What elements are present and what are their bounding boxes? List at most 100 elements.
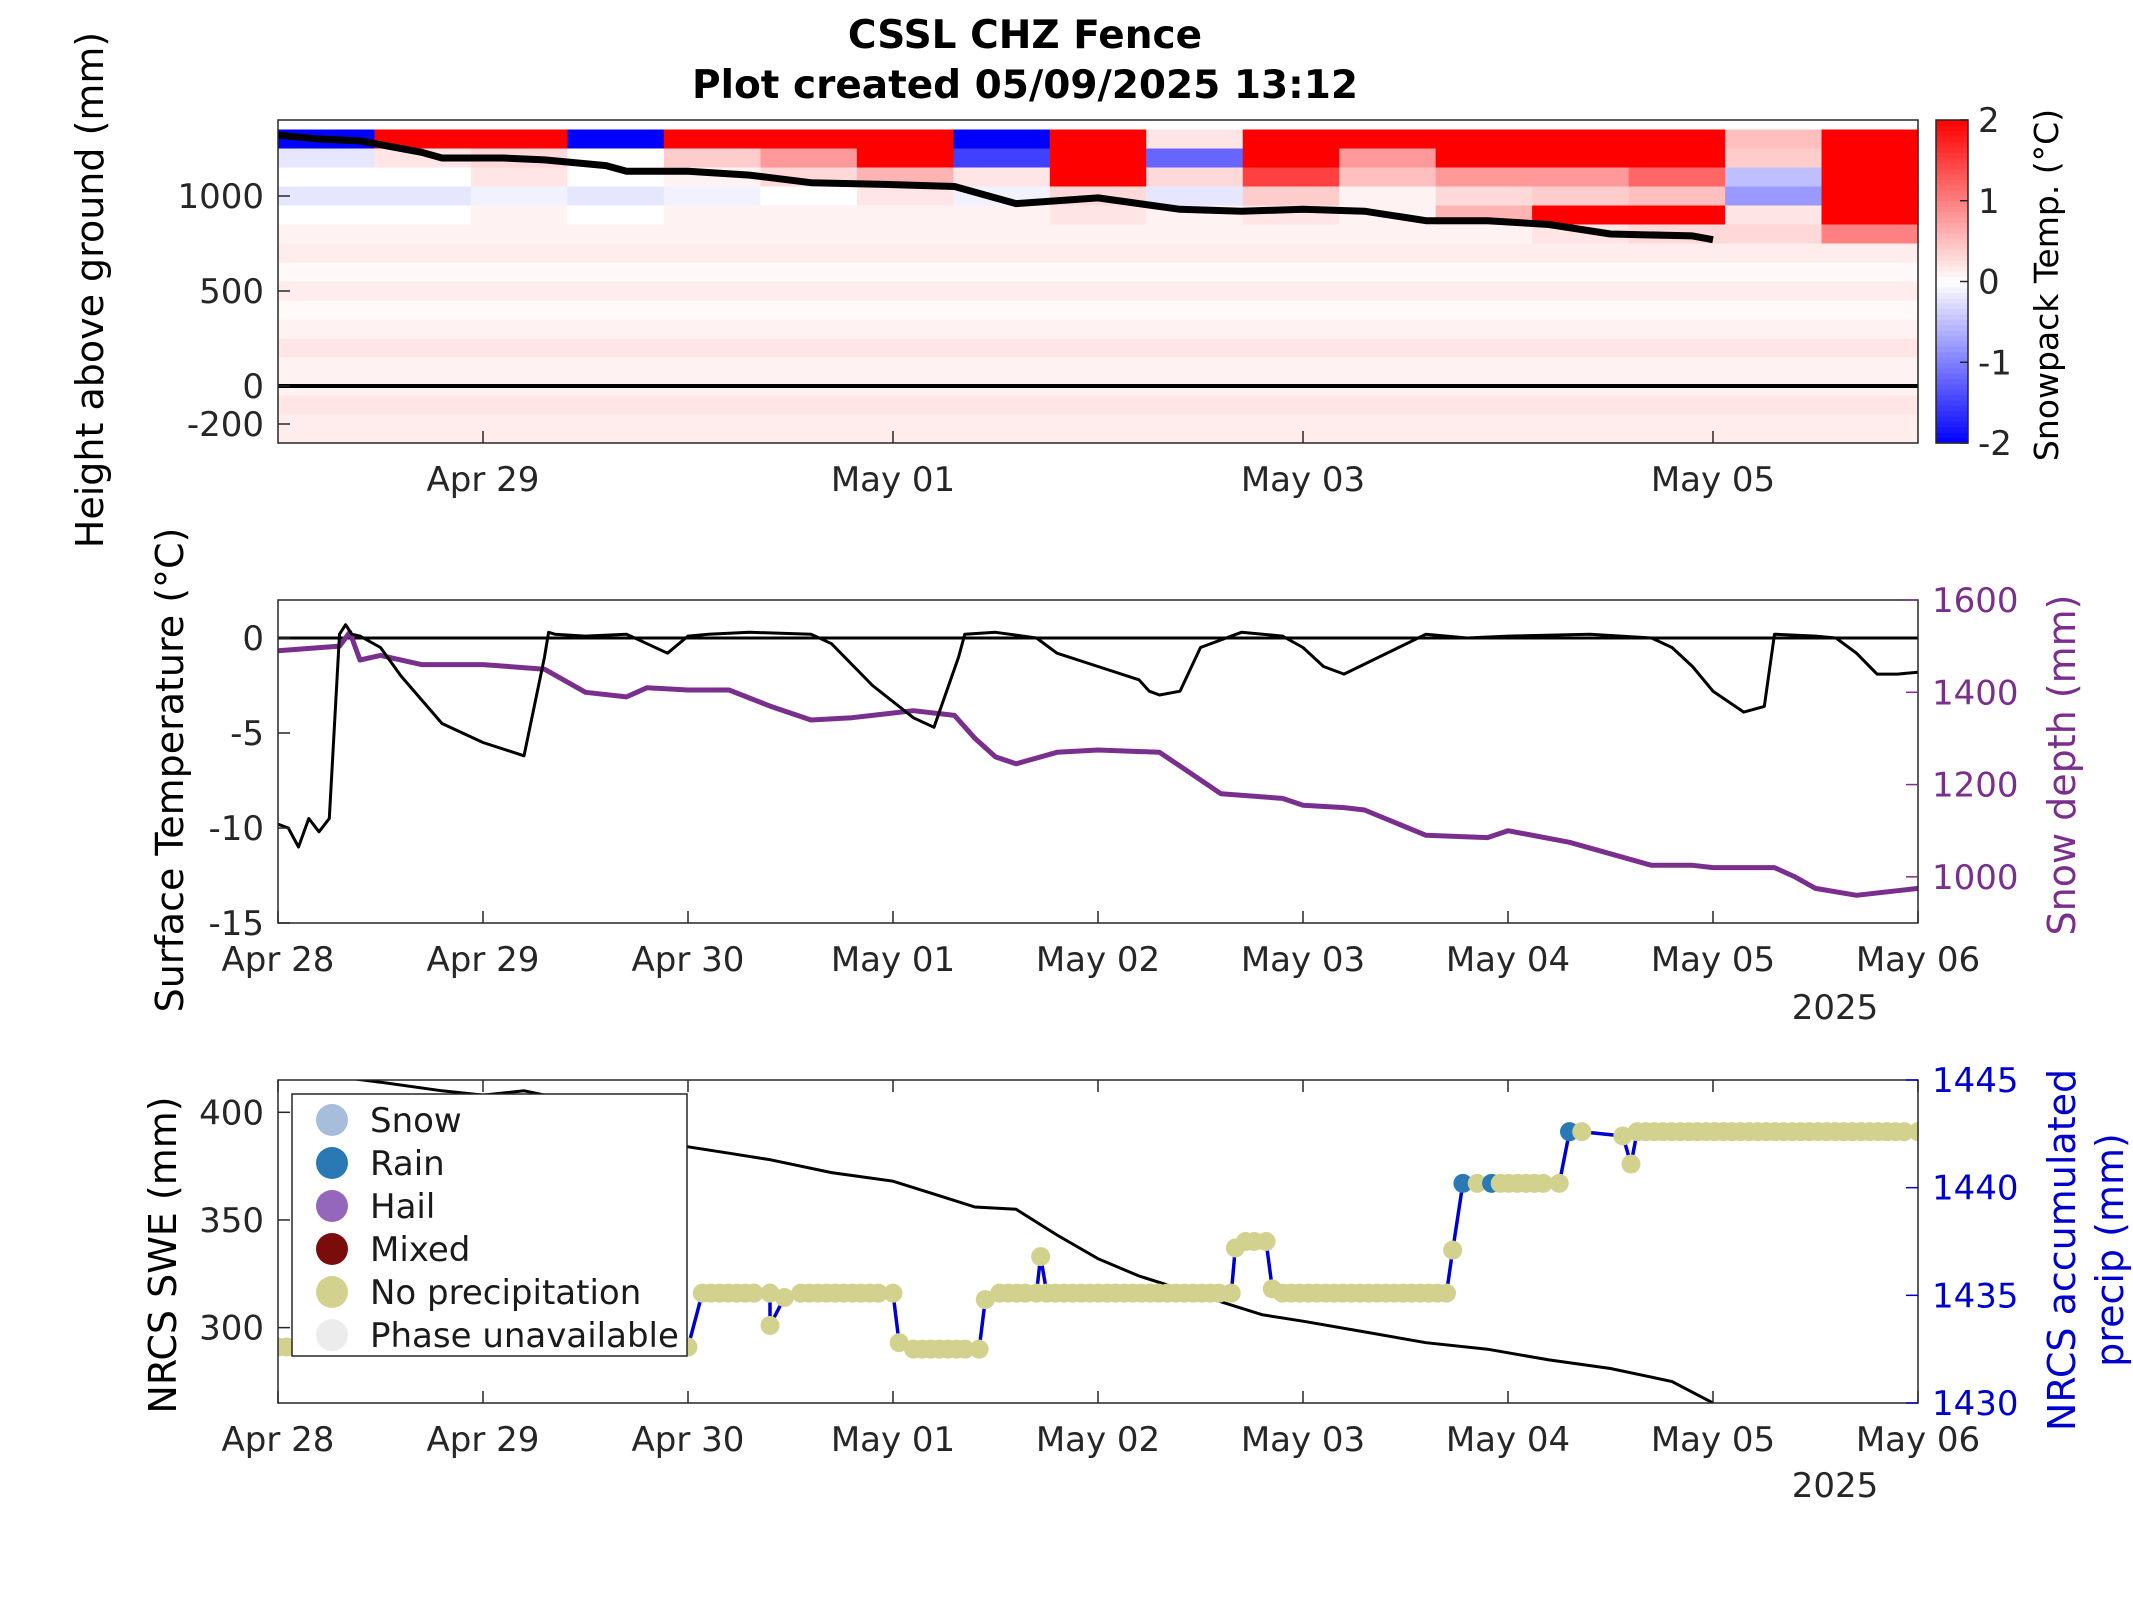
heatmap-cell [1725, 300, 1823, 321]
precip-marker [1221, 1283, 1241, 1303]
heatmap-cell [1628, 395, 1726, 416]
heatmap-cell [278, 148, 376, 169]
heatmap-cell [470, 262, 568, 283]
colorbar: -2 -1 0 1 2 [1935, 101, 2012, 464]
colorbar-segment [1936, 238, 1968, 245]
heatmap-cell [760, 243, 858, 264]
heatmap-cell [1532, 300, 1630, 321]
heatmap-cell [663, 224, 761, 245]
y-tick-label: 500 [199, 272, 264, 312]
heatmap-cell [953, 167, 1051, 188]
heatmap-cell [567, 414, 665, 444]
heatmap-cell [1435, 148, 1533, 169]
heatmap-cell [1049, 262, 1147, 283]
heatmap-cell [1339, 357, 1437, 378]
heatmap-cell [1435, 300, 1533, 321]
heatmap-cell [470, 338, 568, 359]
precip-marker [883, 1283, 903, 1303]
heatmap-cell [1435, 167, 1533, 188]
heatmap-cell [374, 414, 472, 444]
heatmap-cell [1821, 414, 1919, 444]
y-tick-label: 400 [199, 1093, 264, 1133]
heatmap-cell [1725, 414, 1823, 444]
heatmap-cell [760, 300, 858, 321]
heatmap-cell [663, 338, 761, 359]
heatmap-cell [856, 224, 954, 245]
precip-marker [1443, 1240, 1463, 1260]
heatmap-cell [1628, 129, 1726, 150]
heatmap-cell [1435, 129, 1533, 150]
heatmap-cell [1146, 167, 1244, 188]
heatmap-cell [1821, 224, 1919, 245]
heatmap-cell [760, 186, 858, 207]
x-tick-label: May 05 [1651, 1420, 1775, 1460]
heatmap-cell [953, 262, 1051, 283]
heatmap-cell [856, 262, 954, 283]
precip-marker [1621, 1154, 1641, 1174]
heatmap-cell [856, 281, 954, 302]
y-tick-label: 0 [242, 367, 264, 407]
precip-marker [1908, 1122, 1918, 1142]
heatmap-cell [1725, 357, 1823, 378]
precip-marker [955, 1339, 975, 1359]
colorbar-segment [1936, 308, 1968, 315]
x-tick-label: May 01 [831, 460, 955, 500]
heatmap-cell [470, 167, 568, 188]
colorbar-segment [1936, 211, 1968, 218]
x-tick-label: May 05 [1651, 460, 1775, 500]
heatmap-cell [760, 262, 858, 283]
x-tick-label: Apr 30 [632, 940, 745, 980]
colorbar-tick-label: 2 [1978, 101, 2000, 141]
heatmap-cell [663, 319, 761, 340]
colorbar-segment [1936, 249, 1968, 256]
x-tick-label: Apr 30 [632, 1420, 745, 1460]
legend-label: Snow [370, 1101, 462, 1141]
heatmap-cell [1435, 395, 1533, 416]
heatmap-cell [760, 338, 858, 359]
colorbar-segment [1936, 173, 1968, 180]
panel2-axes: 0 -5 -10 -15 1000 1200 1400 1600 Apr 28 Apr 29 Apr… [208, 581, 2018, 980]
heatmap-cell [1532, 395, 1630, 416]
heatmap-cell [1628, 186, 1726, 207]
heatmap-cell [1049, 167, 1147, 188]
heatmap-cell [1532, 148, 1630, 169]
heatmap-cell [1146, 300, 1244, 321]
x-tick-label: May 06 [1856, 1420, 1980, 1460]
chart-title: CSSL CHZ Fence [848, 13, 1202, 58]
x-tick-label: May 03 [1241, 940, 1365, 980]
heatmap-cell [856, 129, 954, 150]
heatmap-cell [1821, 338, 1919, 359]
x-tick-label: May 01 [831, 940, 955, 980]
precip-marker [1572, 1122, 1592, 1142]
colorbar-segment [1936, 136, 1968, 143]
legend-label: Mixed [370, 1230, 470, 1270]
heatmap-cell [953, 205, 1051, 226]
x-tick-label: May 03 [1241, 1420, 1365, 1460]
heatmap-cell [856, 205, 954, 226]
heatmap-cell [953, 338, 1051, 359]
colorbar-segment [1936, 399, 1968, 406]
y2-tick-label: 1000 [1932, 858, 2019, 898]
heatmap-cell [278, 167, 376, 188]
precip-marker [774, 1287, 794, 1307]
heatmap-cell [663, 129, 761, 150]
heatmap-cell [1242, 338, 1340, 359]
swe-series [351, 1080, 1714, 1403]
heatmap-cell [1242, 129, 1340, 150]
heatmap-cell [1242, 395, 1340, 416]
heatmap-cell [1435, 338, 1533, 359]
surface-temperature-panel: 0 -5 -10 -15 1000 1200 1400 1600 Apr 28 Apr 29 Apr… [148, 528, 2084, 1028]
heatmap-cell [470, 186, 568, 207]
y2-tick-label: 1435 [1932, 1276, 2019, 1316]
colorbar-segment [1936, 432, 1968, 439]
heatmap-cell [1628, 243, 1726, 264]
x-tick-label: Apr 28 [222, 1420, 335, 1460]
heatmap-cell [856, 395, 954, 416]
colorbar-segment [1936, 141, 1968, 148]
colorbar-segment [1936, 416, 1968, 423]
heatmap-cell [278, 357, 376, 378]
colorbar-segment [1936, 179, 1968, 186]
chart-subtitle: Plot created 05/09/2025 13:12 [692, 63, 1358, 108]
colorbar-segment [1936, 410, 1968, 417]
